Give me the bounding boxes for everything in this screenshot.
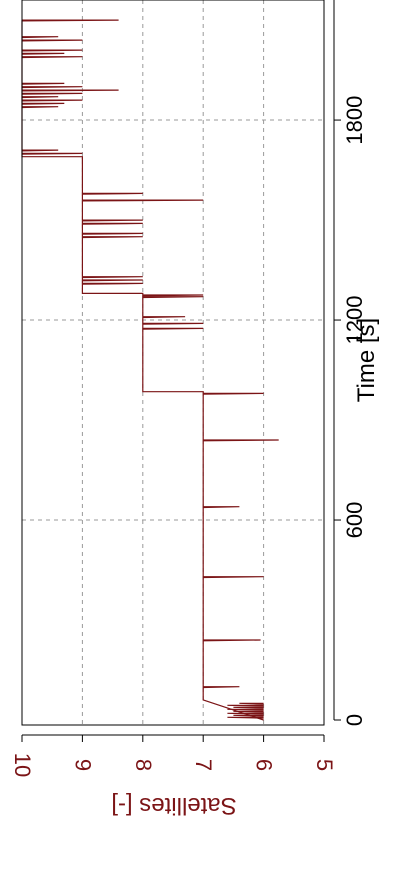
x-axis-title: Time [s] xyxy=(353,318,380,402)
y-tick-label-3: 7 xyxy=(191,759,216,771)
spike-point-38 xyxy=(21,82,65,85)
series-step-line xyxy=(21,20,264,721)
spike-point-11 xyxy=(203,506,240,509)
spike-point-34 xyxy=(21,96,59,99)
spike-point-25 xyxy=(82,219,143,222)
series-satellites xyxy=(21,19,279,721)
spike-point-35 xyxy=(21,92,83,95)
y-tick-label-0: 10 xyxy=(10,753,35,777)
x-tick-label-0: 0 xyxy=(342,714,367,726)
spike-point-29 xyxy=(21,152,83,155)
spike-point-37 xyxy=(21,86,83,89)
spike-point-5 xyxy=(233,706,264,709)
spike-point-20 xyxy=(82,279,143,282)
spike-point-22 xyxy=(82,236,143,239)
spike-point-33 xyxy=(21,99,83,102)
x-axis: 0600120018002400 xyxy=(333,0,367,726)
spike-point-17 xyxy=(142,296,204,299)
spike-point-39 xyxy=(21,56,83,59)
spike-point-40 xyxy=(21,52,65,55)
spike-point-0 xyxy=(227,716,264,719)
spike-point-10 xyxy=(203,576,264,579)
y-tick-label-5: 5 xyxy=(312,759,337,771)
spike-point-44 xyxy=(21,19,119,22)
y-tick-label-2: 8 xyxy=(131,759,156,771)
x-tick-label-2: 1200 xyxy=(342,296,367,345)
spike-point-42 xyxy=(21,39,83,42)
spike-point-43 xyxy=(21,36,59,39)
spike-point-23 xyxy=(82,232,143,235)
spike-point-7 xyxy=(239,702,264,705)
spike-point-26 xyxy=(82,199,204,202)
spike-point-9 xyxy=(203,639,261,642)
spike-point-31 xyxy=(21,106,59,109)
spike-point-21 xyxy=(82,276,143,279)
spike-point-8 xyxy=(203,686,240,689)
y-axis-title: Satellites [-] xyxy=(111,792,236,819)
y-tick-label-4: 6 xyxy=(252,759,277,771)
spike-point-2 xyxy=(227,712,264,715)
spike-point-30 xyxy=(21,149,59,152)
spike-point-19 xyxy=(82,282,143,285)
spike-point-13 xyxy=(203,392,264,395)
x-tick-label-3: 1800 xyxy=(342,96,367,145)
x-tick-label-1: 600 xyxy=(342,502,367,539)
spike-point-14 xyxy=(142,327,204,330)
spike-point-4 xyxy=(227,708,264,711)
spike-point-1 xyxy=(233,714,264,717)
spike-point-24 xyxy=(82,222,143,225)
spike-point-27 xyxy=(82,192,143,195)
y-axis: 10 9 8 7 6 5 xyxy=(10,734,337,777)
spike-point-16 xyxy=(142,316,186,319)
spike-point-18 xyxy=(142,294,204,297)
spike-point-6 xyxy=(227,704,264,707)
spike-point-15 xyxy=(142,322,204,325)
y-tick-label-1: 9 xyxy=(70,759,95,771)
plot-frame xyxy=(21,0,325,726)
spike-point-32 xyxy=(21,102,65,105)
spike-point-36 xyxy=(21,89,119,92)
spike-point-3 xyxy=(233,710,264,713)
spike-point-41 xyxy=(21,49,83,52)
spike-point-12 xyxy=(203,439,279,442)
